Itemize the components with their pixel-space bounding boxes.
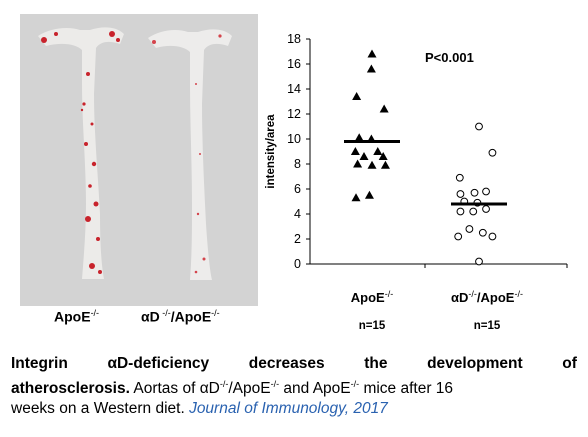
category-label-ad-apoe: αD-/-/ApoE-/-	[451, 289, 523, 305]
data-point-circle	[488, 232, 497, 241]
data-point-circle	[488, 148, 497, 157]
data-point-circle	[469, 207, 478, 216]
data-point-circle	[482, 187, 490, 196]
journal-citation: Journal of Immunology, 2017	[189, 400, 388, 418]
y-tick-label: 12	[287, 107, 301, 121]
data-point-circle	[482, 205, 490, 213]
data-point-triangle	[350, 147, 360, 155]
data-point-triangle	[380, 160, 390, 169]
data-point-triangle	[359, 152, 369, 160]
y-tick-label: 8	[294, 157, 301, 171]
y-axis-label: intensity/area	[265, 114, 277, 189]
figure-caption: Integrin αD-deficiency decreases the dev…	[11, 354, 577, 419]
data-point-triangle	[373, 147, 383, 155]
data-point-circle	[470, 188, 479, 197]
data-point-circle	[465, 225, 474, 233]
scatter-chart: 0 2 4 6 8 10 12 14 16 18 intensity/area P<0.001 A…	[265, 32, 568, 332]
n-label-ad-apoe: n=15	[474, 320, 501, 332]
y-tick-label: 0	[294, 257, 301, 271]
aorta-ad-apoe	[148, 29, 232, 280]
y-tick-label: 4	[294, 207, 301, 221]
n-label-apoe: n=15	[359, 320, 386, 332]
data-point-triangle	[364, 190, 374, 199]
data-point-triangle	[352, 92, 362, 100]
data-point-triangle	[354, 133, 364, 142]
data-point-circle	[454, 232, 463, 241]
p-value-annotation: P<0.001	[425, 50, 474, 65]
data-point-triangle	[367, 49, 377, 58]
data-point-triangle	[351, 193, 361, 202]
aorta-apoe	[38, 27, 124, 279]
aorta-photograph	[20, 14, 258, 306]
data-point-triangle	[378, 152, 388, 160]
data-point-circle	[456, 190, 465, 198]
y-tick-label: 14	[287, 82, 301, 96]
data-point-circle	[475, 122, 483, 131]
data-point-circle	[456, 207, 465, 216]
y-tick-label: 18	[287, 32, 301, 46]
caption-line-2: atherosclerosis. Aortas of αD-/-/ApoE-/-…	[11, 379, 454, 398]
y-tick-label: 16	[287, 57, 301, 71]
data-point-circle	[475, 257, 483, 266]
data-point-triangle	[366, 64, 376, 73]
data-point-circle	[455, 173, 464, 182]
y-tick-label: 10	[287, 132, 301, 146]
y-tick-label: 2	[294, 232, 301, 246]
data-point-circle	[478, 228, 487, 237]
caption-line-3: weeks on a Western diet. Journal of Immu…	[11, 400, 388, 418]
category-label-apoe: ApoE-/-	[351, 289, 393, 305]
data-point-triangle	[353, 159, 363, 168]
data-point-triangle	[367, 160, 377, 169]
aorta-label-apoe: ApoE-/-	[54, 308, 100, 325]
aorta-label-ad-apoe: αD -/-/ApoE-/-	[141, 308, 220, 325]
y-tick-label: 6	[294, 182, 301, 196]
data-point-triangle	[379, 104, 389, 113]
caption-line-1: Integrin αD-deficiency decreases the dev…	[11, 355, 577, 372]
